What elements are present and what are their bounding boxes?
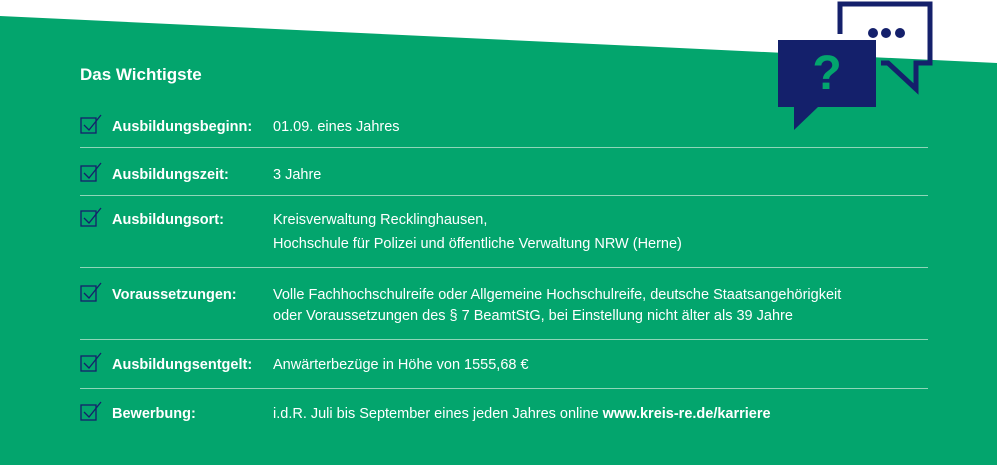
row-value: i.d.R. Juli bis September eines jeden Ja… xyxy=(273,404,771,424)
row-value: 3 Jahre xyxy=(273,167,322,183)
row-label: Ausbildungsbeginn: xyxy=(112,119,253,135)
row-label: Voraussetzungen: xyxy=(112,287,237,303)
checkbox-checked-icon xyxy=(80,352,102,372)
checkbox-checked-icon xyxy=(80,282,102,302)
checkbox-checked-icon xyxy=(80,114,102,134)
page-title: Das Wichtigste xyxy=(80,65,202,84)
divider xyxy=(80,147,928,148)
row-value-text: i.d.R. Juli bis September eines jeden Ja… xyxy=(273,406,603,422)
row-label: Ausbildungsentgelt: xyxy=(112,357,253,373)
divider xyxy=(80,339,928,340)
row-value: Anwärterbezüge in Höhe von 1555,68 € xyxy=(273,357,529,373)
divider xyxy=(80,267,928,268)
row-value-line-2: Hochschule für Polizei und öffentliche V… xyxy=(273,236,682,252)
row-value-line-1: Kreisverwaltung Recklinghausen, xyxy=(273,212,488,228)
row-label: Ausbildungszeit: xyxy=(112,167,229,183)
row-label: Ausbildungsort: xyxy=(112,212,224,228)
svg-text:?: ? xyxy=(812,47,841,100)
career-link[interactable]: www.kreis-re.de/karriere xyxy=(602,406,771,422)
row-value-line-2: oder Voraussetzungen des § 7 BeamtStG, b… xyxy=(273,308,793,324)
question-and-chat-bubbles-icon: ? xyxy=(778,1,933,130)
checkbox-checked-icon xyxy=(80,162,102,182)
checkbox-checked-icon xyxy=(80,401,102,421)
row-label: Bewerbung: xyxy=(112,406,196,422)
row-value: 01.09. eines Jahres xyxy=(273,119,400,135)
divider xyxy=(80,388,928,389)
row-value-line-1: Volle Fachhochschulreife oder Allgemeine… xyxy=(273,287,842,303)
checkbox-checked-icon xyxy=(80,207,102,227)
divider xyxy=(80,195,928,196)
